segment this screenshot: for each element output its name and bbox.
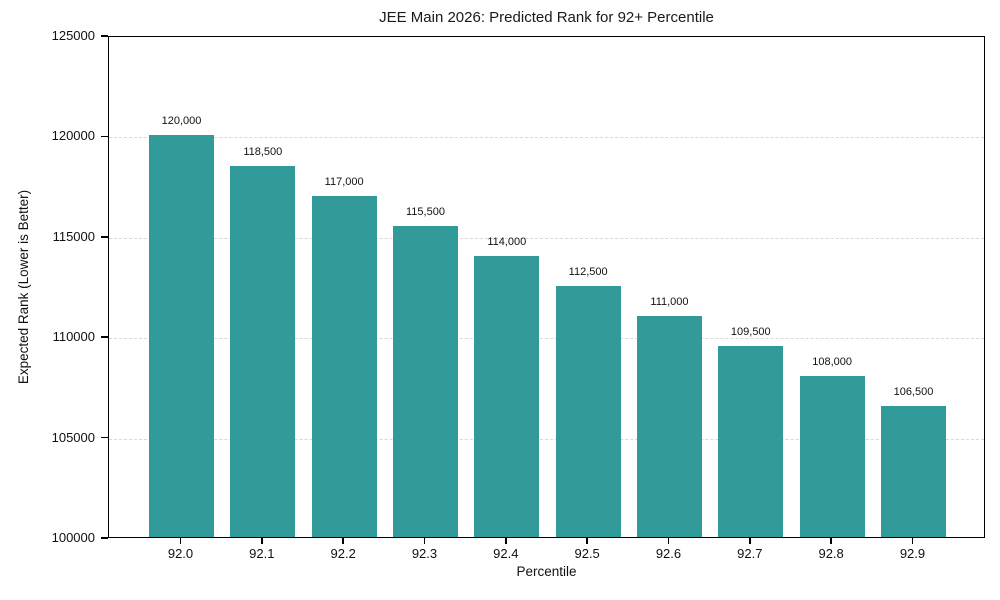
- bar-92.0: [149, 135, 214, 537]
- bar-92.5: [555, 286, 621, 537]
- x-tick-mark: [179, 538, 182, 544]
- bar-value-label: 115,500: [406, 205, 445, 218]
- y-axis-label: Expected Rank (Lower is Better): [16, 189, 31, 385]
- bar-value-label: 114,000: [487, 235, 527, 248]
- x-axis-label: Percentile: [516, 564, 577, 579]
- x-tick-label: 92.5: [574, 546, 600, 561]
- x-tick-mark: [749, 538, 751, 544]
- y-tick-label: 110000: [52, 329, 95, 345]
- bar-value-label: 108,000: [812, 356, 852, 369]
- x-tick-mark: [830, 538, 832, 544]
- y-tick-mark: [101, 537, 108, 539]
- x-tick-label: 92.7: [737, 546, 763, 561]
- y-tick-label: 125000: [51, 28, 95, 43]
- y-tick-label: 100000: [51, 530, 95, 545]
- y-tick-label: 120000: [51, 128, 95, 144]
- bar-value-label: 118,500: [243, 145, 283, 158]
- x-tick-mark: [423, 538, 426, 544]
- bar-92.1: [230, 165, 296, 537]
- x-tick-label: 92.9: [899, 546, 926, 561]
- gridline: [109, 338, 984, 340]
- bar-92.3: [392, 225, 458, 537]
- x-tick-label: 92.4: [493, 546, 519, 561]
- x-tick-mark: [667, 538, 670, 544]
- x-tick-label: 92.2: [330, 546, 356, 561]
- x-tick-label: 92.3: [411, 546, 438, 561]
- gridline: [109, 237, 984, 239]
- x-tick-label: 92.1: [249, 546, 275, 561]
- x-tick-label: 92.8: [818, 546, 844, 561]
- x-tick-mark: [505, 538, 507, 544]
- bar-92.2: [311, 195, 377, 537]
- bar-value-label: 111,000: [650, 296, 689, 309]
- x-tick-label: 92.0: [167, 546, 194, 561]
- plot-area: 120,000 118,500 117,000 115,500 114,000 112,5…: [108, 36, 985, 538]
- x-tick-mark: [342, 538, 344, 544]
- bar-92.9: [880, 406, 946, 537]
- x-tick-label: 92.6: [655, 546, 682, 561]
- bar-92.8: [799, 376, 865, 537]
- y-tick-mark: [101, 236, 108, 238]
- y-tick-mark: [101, 336, 108, 338]
- bar-92.7: [718, 346, 784, 537]
- bar-value-label: 117,000: [324, 175, 364, 188]
- x-tick-mark: [911, 538, 914, 544]
- gridline: [109, 438, 984, 440]
- bar-value-label: 112,500: [568, 266, 608, 278]
- x-tick-mark: [261, 538, 263, 544]
- bar-value-label: 109,500: [730, 326, 771, 339]
- y-tick-mark: [101, 436, 108, 439]
- y-tick-mark: [101, 135, 108, 138]
- bar-value-label: 106,500: [893, 386, 934, 399]
- bar-value-label: 120,000: [161, 115, 202, 128]
- y-tick-label: 105000: [51, 429, 95, 445]
- chart-title: JEE Main 2026: Predicted Rank for 92+ Pe…: [379, 9, 714, 26]
- bar-92.6: [636, 316, 702, 537]
- y-tick-label: 115000: [52, 228, 95, 244]
- gridline: [109, 137, 984, 139]
- bar-92.4: [474, 255, 540, 537]
- x-tick-mark: [586, 538, 588, 544]
- y-tick-mark: [101, 35, 108, 37]
